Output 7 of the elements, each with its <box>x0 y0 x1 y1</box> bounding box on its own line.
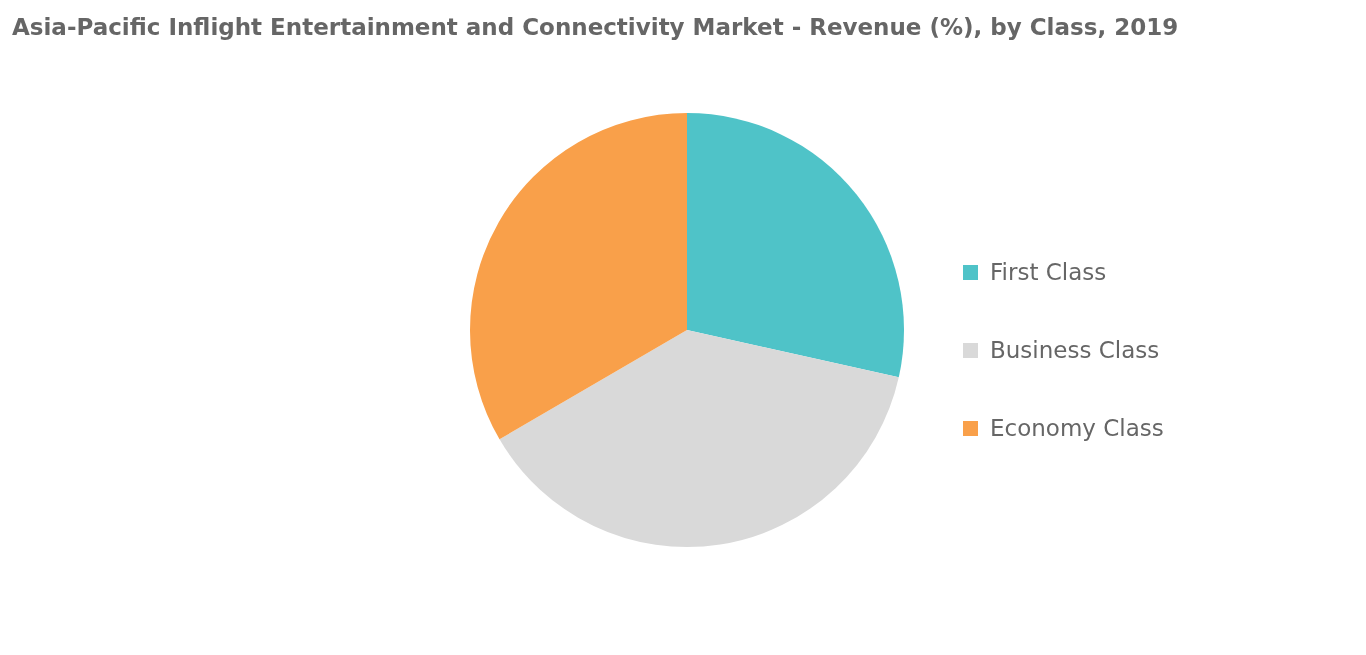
legend-label: Economy Class <box>990 415 1164 441</box>
pie-slice <box>687 113 904 378</box>
pie-slice <box>499 330 899 547</box>
legend-label: Business Class <box>990 337 1160 363</box>
chart-title: Asia-Pacific Inflight Entertainment and Connectivity Market - Revenue (%), by Class, 2019 <box>12 14 1179 40</box>
pie-slice <box>470 113 687 440</box>
legend-label: First Class <box>990 259 1107 285</box>
